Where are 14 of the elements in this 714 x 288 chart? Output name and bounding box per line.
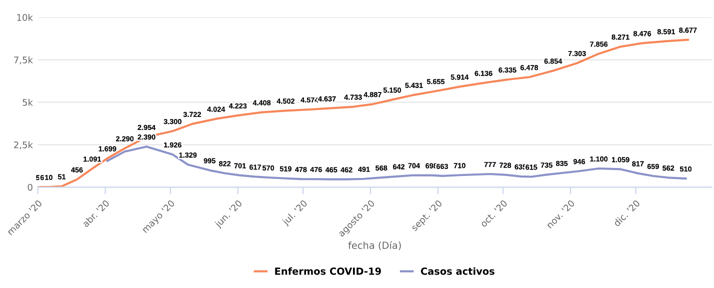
- y-tick-label: 7,5k: [14, 56, 33, 64]
- x-axis-title: fecha (Día): [348, 241, 401, 250]
- y-tick-label: 0: [28, 184, 32, 191]
- x-tick-label: jun. '20: [214, 199, 244, 230]
- x-tick-label: nov. '20: [546, 200, 576, 229]
- legend-label: Enfermos COVID-19: [275, 267, 381, 275]
- x-tick-label: dic. '20: [612, 199, 640, 227]
- x-tick-label: oct. '20: [480, 200, 508, 228]
- y-tick-label: 5k: [22, 98, 33, 106]
- y-tick-label: 2,5k: [14, 141, 33, 150]
- y-tick-label: 10k: [17, 14, 33, 21]
- x-tick-label: abr. '20: [82, 199, 110, 228]
- legend-label: Casos activos: [420, 267, 494, 275]
- x-tick-label: jul. '20: [281, 199, 309, 227]
